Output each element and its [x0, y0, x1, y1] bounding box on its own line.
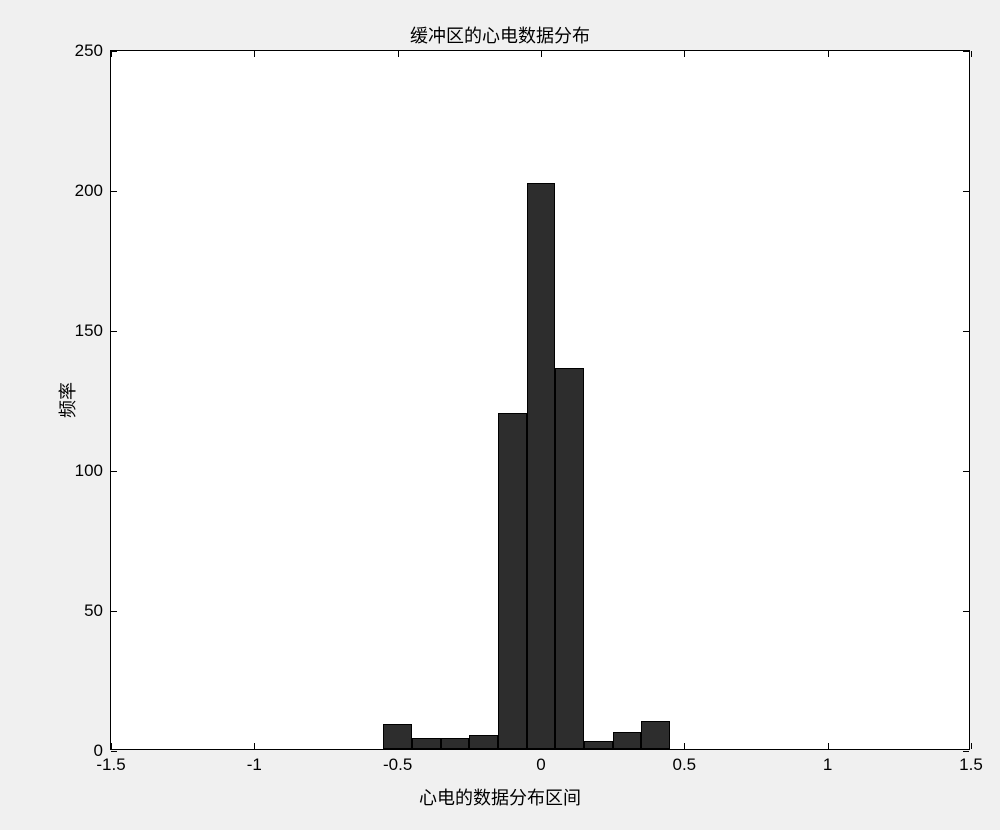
x-tick [828, 51, 829, 57]
y-tick [111, 331, 117, 332]
y-tick [963, 471, 969, 472]
x-tick [111, 51, 112, 57]
chart-title: 缓冲区的心电数据分布 [10, 22, 990, 48]
y-tick [963, 611, 969, 612]
histogram-bar [469, 735, 498, 749]
x-tick [971, 51, 972, 57]
histogram-chart: 缓冲区的心电数据分布 050100150200250-1.5-1-0.500.5… [10, 10, 990, 820]
y-tick [111, 471, 117, 472]
x-tick-label: -1.5 [96, 749, 125, 775]
y-tick-label: 150 [75, 321, 111, 341]
histogram-bar [555, 368, 584, 749]
x-tick [254, 51, 255, 57]
histogram-bar [383, 724, 412, 749]
x-tick [398, 51, 399, 57]
y-tick [111, 191, 117, 192]
x-tick [684, 51, 685, 57]
histogram-bar [498, 413, 527, 749]
y-tick-label: 100 [75, 461, 111, 481]
x-tick-label: 0.5 [673, 749, 697, 775]
histogram-bar [613, 732, 642, 749]
x-tick-label: -0.5 [383, 749, 412, 775]
x-axis-label: 心电的数据分布区间 [10, 784, 990, 810]
x-tick-label: 0 [536, 749, 545, 775]
x-tick [541, 51, 542, 57]
x-tick-label: 1 [823, 749, 832, 775]
histogram-bar [527, 183, 556, 749]
y-tick [963, 51, 969, 52]
x-tick-label: 1.5 [959, 749, 983, 775]
y-tick-label: 50 [84, 601, 111, 621]
y-tick [963, 191, 969, 192]
y-tick-label: 250 [75, 41, 111, 61]
y-tick-label: 200 [75, 181, 111, 201]
histogram-bar [412, 738, 441, 749]
histogram-bar [441, 738, 470, 749]
histogram-bar [584, 741, 613, 749]
y-axis-label: 频率 [54, 382, 80, 418]
y-tick [111, 611, 117, 612]
histogram-bar [641, 721, 670, 749]
x-tick-label: -1 [247, 749, 262, 775]
y-tick [963, 331, 969, 332]
plot-area: 050100150200250-1.5-1-0.500.511.5 [110, 50, 970, 750]
